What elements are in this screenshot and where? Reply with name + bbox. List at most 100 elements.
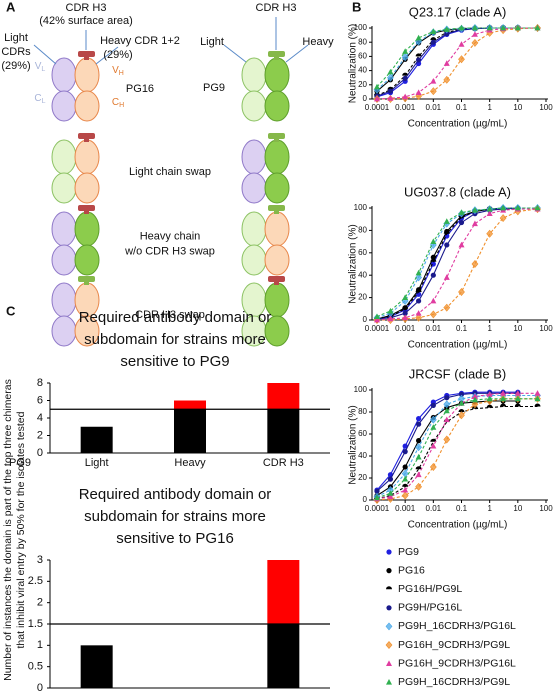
cdr-h3 (268, 276, 285, 282)
x-tick-label: 1 (487, 504, 492, 513)
antibody (241, 205, 290, 276)
x-tick-label: 0.1 (456, 324, 468, 333)
x-axis-label: Concentration (µg/mL) (408, 520, 508, 531)
data-point (415, 273, 423, 282)
domain (51, 244, 77, 276)
panel-label: A (6, 0, 16, 14)
domain-subscript: L (41, 66, 45, 73)
data-point (486, 210, 493, 216)
data-point (385, 641, 393, 649)
data-point (416, 298, 422, 304)
data-point (387, 95, 394, 101)
domain (51, 172, 77, 204)
fit-line (377, 208, 538, 321)
x-tick-label: 0.1 (456, 504, 468, 513)
x-tick-label: 100 (539, 504, 553, 513)
data-point (430, 438, 437, 442)
antibody (241, 133, 290, 204)
y-tick-label: 40 (358, 66, 367, 75)
data-point (471, 24, 478, 31)
domain (241, 139, 267, 175)
leader-line (95, 46, 119, 65)
data-point (386, 568, 392, 574)
data-point (415, 313, 423, 322)
x-tick-label: 0.001 (395, 103, 416, 112)
data-point (429, 415, 437, 424)
cdr-h3 (78, 133, 95, 139)
data-point (402, 486, 409, 493)
data-point (444, 395, 450, 401)
y-tick-label: 80 (358, 37, 367, 46)
data-point (386, 605, 392, 611)
data-point (416, 438, 422, 444)
y-tick-label: 1 (37, 639, 43, 651)
data-point (374, 83, 380, 90)
data-point (430, 37, 437, 41)
cdr-h3 (268, 133, 285, 139)
legend-label: PG9H_16CDRH3/PG9L (398, 676, 510, 688)
cdr-h3 (78, 205, 95, 211)
data-point (385, 622, 393, 631)
data-point (374, 313, 380, 320)
data-point (534, 390, 541, 396)
data-point (430, 238, 437, 244)
domain (51, 315, 77, 347)
data-point (430, 424, 437, 430)
bar (174, 400, 206, 410)
fit-line (376, 208, 538, 321)
bar (174, 409, 206, 453)
data-point (499, 214, 507, 223)
domain (241, 211, 267, 247)
fit-line (376, 398, 538, 501)
legend-label: PG9H/PG16L (398, 602, 462, 614)
domain (74, 139, 100, 175)
data-point (471, 31, 478, 37)
data-point (374, 494, 380, 501)
cdr-h3 (268, 51, 285, 57)
x-tick-label: 10 (513, 103, 522, 112)
data-point (387, 68, 394, 75)
y-tick-label: 100 (354, 23, 368, 32)
row-label: w/o CDR H3 swap (124, 245, 215, 257)
y-axis-label: Neutralization (%) (348, 405, 359, 484)
data-point (486, 391, 493, 397)
domain (241, 90, 267, 122)
x-tick-label: 1 (487, 324, 492, 333)
domain-letter: V (35, 61, 42, 72)
y-tick-label: 60 (358, 429, 367, 438)
data-point (415, 310, 422, 316)
y-tick-label: 40 (358, 451, 367, 460)
data-point (386, 586, 392, 590)
y-tick-label: 0 (37, 682, 43, 691)
data-point (534, 204, 541, 211)
data-point (402, 443, 408, 449)
data-point (430, 442, 437, 449)
domain (264, 90, 290, 122)
x-tick-label: 0.01 (426, 324, 442, 333)
fit-line (376, 27, 538, 91)
data-point (374, 488, 380, 494)
data-point (443, 407, 450, 414)
data-point (402, 464, 408, 470)
y-tick-label: 80 (358, 407, 367, 416)
row-label: Light chain swap (129, 166, 211, 178)
diagram-label: (42% surface area) (39, 15, 133, 27)
domain-letter: C (112, 97, 119, 108)
chart-title: subdomain for strains more (84, 331, 266, 348)
data-point (402, 93, 409, 100)
data-point (430, 297, 437, 304)
domain (241, 244, 267, 276)
legend-label: PG16 (398, 564, 425, 576)
y-tick-label: 8 (37, 377, 43, 389)
data-point (415, 453, 422, 460)
data-point (386, 679, 392, 685)
y-axis-label: Number of instances the domain is part o… (2, 379, 14, 681)
data-point (387, 315, 394, 322)
domain (264, 57, 290, 93)
data-point (500, 390, 507, 396)
diagram-label: CDR H3 (256, 2, 297, 14)
chart-title: JRCSF (clade B) (409, 366, 507, 381)
data-point (534, 403, 541, 407)
x-tick-label: 10 (513, 504, 522, 513)
